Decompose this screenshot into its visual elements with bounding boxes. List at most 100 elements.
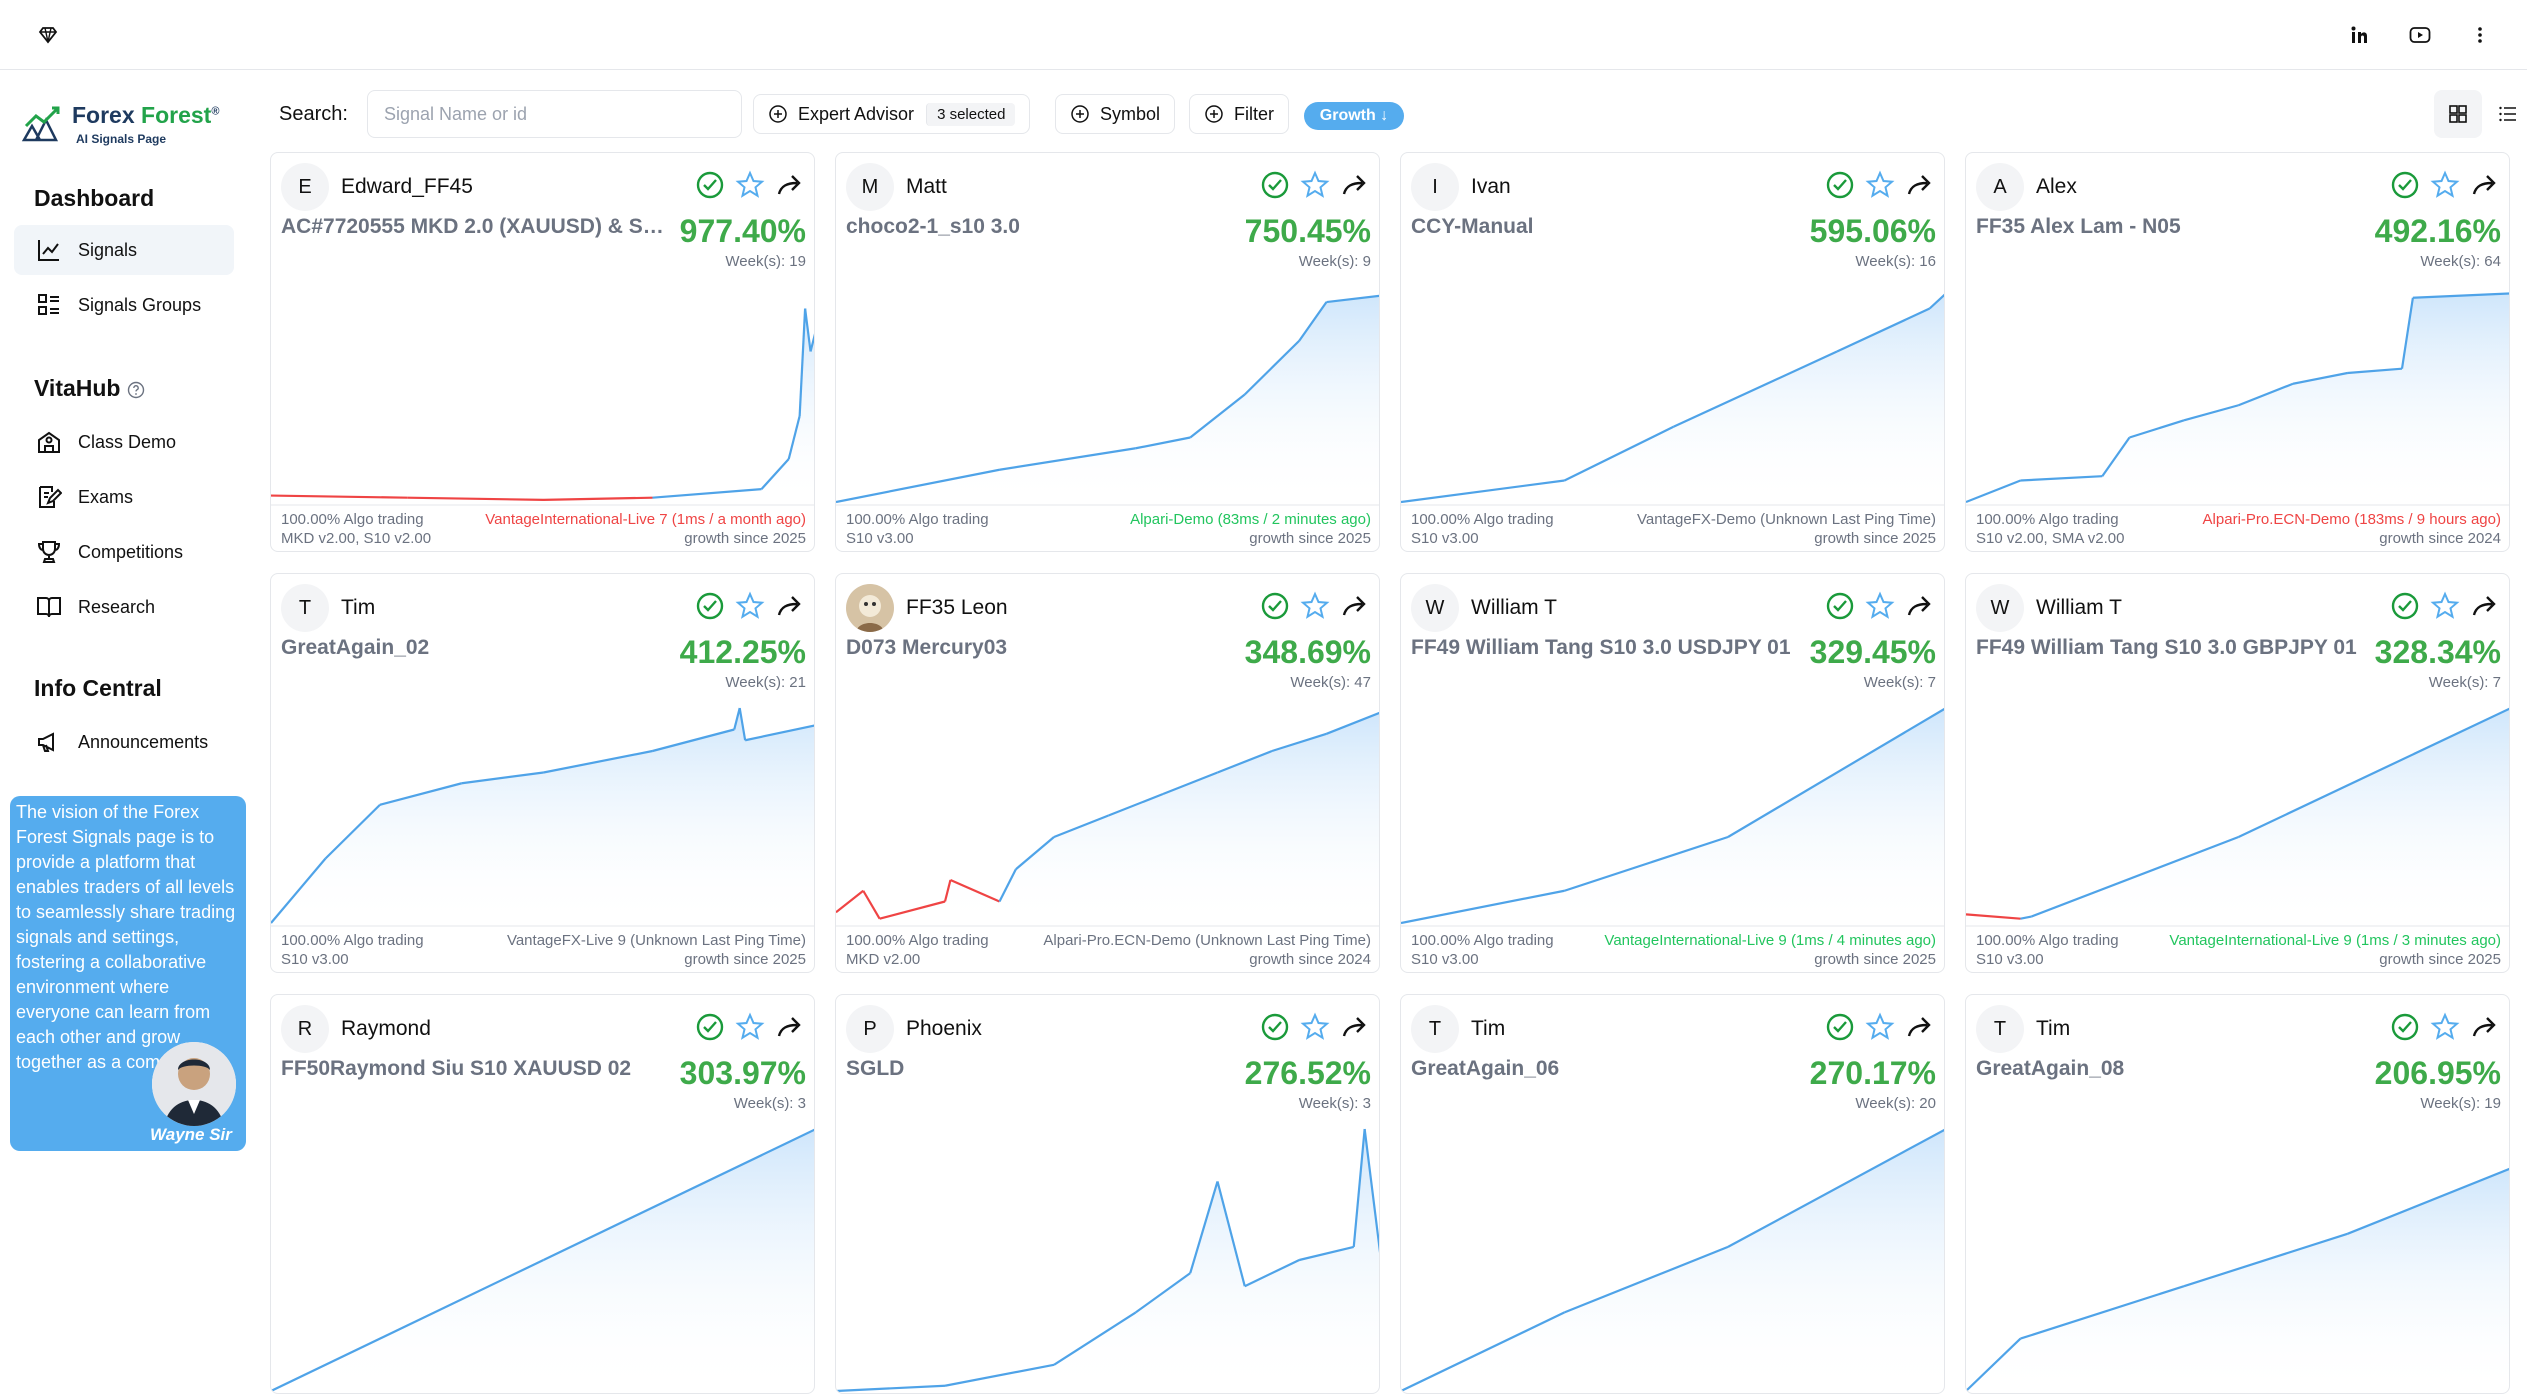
chart-area [271, 708, 814, 927]
user-name[interactable]: Ivan [1471, 175, 1511, 198]
share-icon[interactable] [774, 169, 806, 201]
share-icon[interactable] [2469, 169, 2501, 201]
sidebar-item-announcements[interactable]: Announcements [14, 717, 234, 767]
user-name[interactable]: Tim [341, 596, 376, 619]
linkedin-icon[interactable] [2347, 22, 2373, 48]
verified-check-icon [1824, 1011, 1856, 1043]
signal-card[interactable]: I Ivan CCY-Manual 595.06% Week(s): 16 10… [1400, 152, 1945, 552]
share-icon[interactable] [774, 590, 806, 622]
symbol-filter-button[interactable]: Symbol [1055, 94, 1176, 134]
favorite-star-icon[interactable] [2429, 590, 2461, 622]
user-name[interactable]: William T [2036, 596, 2122, 619]
user-name[interactable]: Tim [1471, 1017, 1506, 1040]
signal-card[interactable]: T Tim GreatAgain_08 206.95% Week(s): 19 [1965, 994, 2510, 1394]
signal-name[interactable]: GreatAgain_06 [1411, 1057, 1560, 1080]
sidebar-item-label: Competitions [78, 541, 184, 562]
signal-card[interactable]: M Matt choco2-1_s10 3.0 750.45% Week(s):… [835, 152, 1380, 552]
signal-card[interactable]: T Tim GreatAgain_02 412.25% Week(s): 21 … [270, 573, 815, 973]
favorite-star-icon[interactable] [2429, 169, 2461, 201]
share-icon[interactable] [774, 1011, 806, 1043]
favorite-star-icon[interactable] [1299, 1011, 1331, 1043]
favorite-star-icon[interactable] [734, 1011, 766, 1043]
megaphone-icon [34, 727, 64, 757]
user-name[interactable]: Raymond [341, 1017, 431, 1040]
growth-percent: 492.16% [2374, 213, 2501, 249]
chart-line-segment [324, 803, 381, 860]
signal-name[interactable]: SGLD [846, 1057, 905, 1080]
user-name[interactable]: William T [1471, 596, 1557, 619]
growth-chart [1966, 292, 2509, 506]
signal-card[interactable]: T Tim GreatAgain_06 270.17% Week(s): 20 [1400, 994, 1945, 1394]
grid-icon [2449, 105, 2467, 123]
signal-name[interactable]: CCY-Manual [1411, 215, 1534, 238]
share-icon[interactable] [2469, 590, 2501, 622]
signal-name[interactable]: FF50Raymond Siu S10 XAUUSD 02 [281, 1057, 632, 1080]
signal-name[interactable]: D073 Mercury03 [846, 636, 1008, 659]
ea-versions: S10 v2.00, SMA v2.00 [1976, 530, 2125, 547]
user-name[interactable]: Phoenix [906, 1017, 982, 1040]
share-icon[interactable] [1904, 169, 1936, 201]
expert-advisor-filter-button[interactable]: Expert Advisor 3 selected [753, 94, 1031, 134]
sidebar-item-class-demo[interactable]: Class Demo [14, 417, 234, 467]
signal-card[interactable]: W William T FF49 William Tang S10 3.0 US… [1400, 573, 1945, 973]
favorite-star-icon[interactable] [1864, 1011, 1896, 1043]
favorite-star-icon[interactable] [734, 590, 766, 622]
filter-button[interactable]: Filter [1189, 94, 1289, 134]
signal-name[interactable]: FF49 William Tang S10 3.0 USDJPY 01 [1411, 636, 1791, 659]
share-icon[interactable] [1904, 590, 1936, 622]
favorite-star-icon[interactable] [2429, 1011, 2461, 1043]
user-name[interactable]: Alex [2036, 175, 2077, 198]
diamond-icon[interactable] [35, 22, 61, 48]
favorite-star-icon[interactable] [1864, 590, 1896, 622]
sidebar-item-competitions[interactable]: Competitions [14, 527, 234, 577]
grid-view-button[interactable] [2434, 90, 2482, 138]
logo[interactable]: Forex Forest® AI Signals Page [20, 98, 240, 152]
list-view-button[interactable] [2484, 90, 2527, 138]
signal-name[interactable]: GreatAgain_08 [1976, 1057, 2125, 1080]
share-icon[interactable] [2469, 1011, 2501, 1043]
chart-line-segment [836, 889, 864, 914]
growth-sort-button[interactable]: Growth ↓ [1304, 102, 1404, 130]
share-icon[interactable] [1339, 590, 1371, 622]
sidebar-item-exams[interactable]: Exams [14, 472, 234, 522]
signal-name[interactable]: choco2-1_s10 3.0 [846, 215, 1020, 238]
chart-line-segment [2031, 835, 2239, 918]
sidebar-item-research[interactable]: Research [14, 582, 234, 632]
growth-percent: 977.40% [679, 213, 806, 249]
favorite-star-icon[interactable] [1299, 169, 1331, 201]
signal-name[interactable]: FF35 Alex Lam - N05 [1976, 215, 2181, 238]
favorite-star-icon[interactable] [1299, 590, 1331, 622]
sidebar-item-label: Signals Groups [78, 294, 202, 315]
chart-line-segment [271, 857, 327, 924]
youtube-icon[interactable] [2407, 22, 2433, 48]
user-name[interactable]: Edward_FF45 [341, 175, 473, 198]
signal-card[interactable]: P Phoenix SGLD 276.52% Week(s): 3 [835, 994, 1380, 1394]
favorite-star-icon[interactable] [734, 169, 766, 201]
weeks-count: Week(s): 7 [2428, 674, 2501, 691]
growth-since: growth since 2025 [1814, 951, 1936, 968]
sidebar-item-signals-groups[interactable]: Signals Groups [14, 280, 234, 330]
share-icon[interactable] [1339, 1011, 1371, 1043]
signal-card[interactable]: E Edward_FF45 AC#7720555 MKD 2.0 (XAUUSD… [270, 152, 815, 552]
signal-card[interactable]: W William T FF49 William Tang S10 3.0 GB… [1965, 573, 2510, 973]
chart-area [1966, 293, 2509, 506]
signal-card[interactable]: A Alex FF35 Alex Lam - N05 492.16% Week(… [1965, 152, 2510, 552]
signal-name[interactable]: AC#7720555 MKD 2.0 (XAUUSD) & S10 v2.0 [281, 215, 671, 238]
chart-line-segment [1015, 836, 1055, 871]
signal-name[interactable]: FF49 William Tang S10 3.0 GBPJPY 01 [1976, 636, 2357, 659]
share-icon[interactable] [1339, 169, 1371, 201]
signal-name[interactable]: GreatAgain_02 [281, 636, 430, 659]
signal-card[interactable]: FF35 Leon D073 Mercury03 348.69% Week(s)… [835, 573, 1380, 973]
chart-line-segment [1271, 732, 1327, 753]
user-name[interactable]: Tim [2036, 1017, 2071, 1040]
chart-line-segment [836, 468, 1000, 504]
more-vertical-icon[interactable] [2467, 22, 2493, 48]
favorite-star-icon[interactable] [1864, 169, 1896, 201]
chart-line-segment [271, 494, 408, 499]
share-icon[interactable] [1904, 1011, 1936, 1043]
search-input[interactable] [367, 90, 742, 138]
user-name[interactable]: Matt [906, 175, 947, 198]
signal-card[interactable]: R Raymond FF50Raymond Siu S10 XAUUSD 02 … [270, 994, 815, 1394]
sidebar-item-signals[interactable]: Signals [14, 225, 234, 275]
user-name[interactable]: FF35 Leon [906, 596, 1008, 619]
